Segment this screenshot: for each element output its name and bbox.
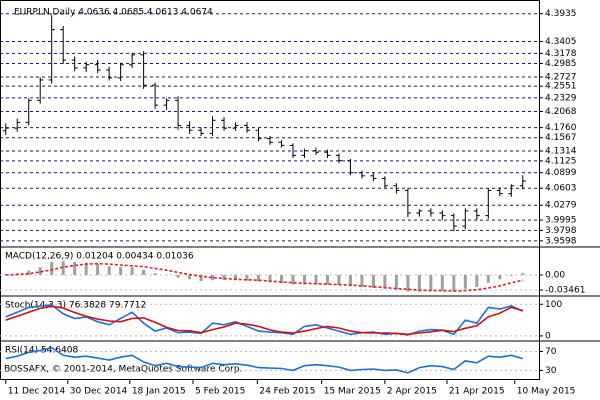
histogram-bar bbox=[165, 274, 169, 276]
panel-title: EURPLN,Daily 4.0636 4.0685 4.0613 4.0674 bbox=[14, 8, 213, 18]
histogram-bar bbox=[245, 274, 249, 281]
x-tick-label: 30 Dec 2014 bbox=[70, 387, 128, 397]
y-tick-label: 70 bbox=[545, 347, 557, 357]
y-tick-label: 4.1125 bbox=[545, 156, 577, 166]
y-tick-label: 0.00 bbox=[545, 270, 565, 280]
histogram-bar bbox=[348, 274, 352, 287]
histogram-bar bbox=[211, 274, 215, 281]
histogram-bar bbox=[142, 269, 146, 275]
x-tick-label: 5 Feb 2015 bbox=[195, 387, 245, 397]
histogram-bar bbox=[96, 264, 100, 275]
histogram-bar bbox=[84, 262, 88, 275]
histogram-bar bbox=[61, 261, 65, 275]
histogram-bar bbox=[302, 274, 306, 285]
y-tick-label: 30 bbox=[545, 366, 557, 376]
histogram-bar bbox=[509, 274, 513, 276]
histogram-bar bbox=[337, 274, 341, 285]
panel-title: Stoch(14,3,3) 76.3828 79.7712 bbox=[5, 301, 146, 311]
histogram-bar bbox=[176, 274, 180, 278]
histogram-bar bbox=[475, 274, 479, 288]
panel-title: MACD(12,26,9) 0.01204 0.00434 0.01036 bbox=[5, 252, 194, 262]
x-tick-label: 18 Jan 2015 bbox=[132, 387, 186, 397]
y-tick-label: 4.3405 bbox=[545, 37, 577, 47]
copyright: BOSSAFX, © 2001-2014, MetaQuotes Softwar… bbox=[4, 365, 242, 375]
y-tick-label: 4.2551 bbox=[545, 82, 577, 92]
histogram-bar bbox=[222, 274, 226, 281]
histogram-bar bbox=[153, 273, 157, 275]
y-tick-label: 3.9798 bbox=[545, 226, 577, 236]
histogram-bar bbox=[188, 274, 192, 280]
frame bbox=[0, 0, 540, 380]
y-tick-label: 4.2329 bbox=[545, 93, 577, 103]
histogram-bar bbox=[463, 274, 467, 289]
histogram-bar bbox=[199, 274, 203, 282]
histogram-bar bbox=[486, 274, 490, 283]
histogram-bar bbox=[440, 274, 444, 291]
histogram-bar bbox=[452, 274, 456, 292]
x-tick-label: 2 Apr 2015 bbox=[387, 387, 437, 397]
histogram-bar bbox=[268, 274, 272, 283]
histogram-bar bbox=[498, 274, 502, 280]
x-tick-label: 10 May 2015 bbox=[517, 387, 576, 397]
histogram-bar bbox=[394, 274, 398, 290]
y-tick-label: 4.3178 bbox=[545, 49, 577, 59]
histogram-bar bbox=[279, 274, 283, 284]
y-tick-label: 4.0899 bbox=[545, 168, 577, 178]
histogram-bar bbox=[371, 274, 375, 289]
histogram-bar bbox=[406, 274, 410, 292]
histogram-bar bbox=[119, 267, 123, 275]
histogram-bar bbox=[73, 261, 77, 275]
histogram-bar bbox=[107, 266, 111, 275]
histogram-bar bbox=[360, 274, 364, 288]
x-tick-label: 11 Dec 2014 bbox=[8, 387, 66, 397]
histogram-bar bbox=[291, 274, 295, 285]
y-tick-label: 3.9598 bbox=[545, 236, 577, 246]
y-tick-label: 4.1760 bbox=[545, 123, 577, 133]
histogram-bar bbox=[38, 267, 42, 275]
histogram-bar bbox=[417, 274, 421, 292]
y-tick-label: 4.0279 bbox=[545, 201, 577, 211]
y-tick-label: 4.0603 bbox=[545, 184, 577, 194]
histogram-bar bbox=[383, 274, 387, 289]
histogram-bar bbox=[27, 270, 31, 275]
y-tick-label: 4.2727 bbox=[545, 72, 577, 82]
y-tick-label: -0.03461 bbox=[545, 286, 585, 296]
y-tick-label: 4.3935 bbox=[545, 9, 577, 19]
histogram-bar bbox=[429, 274, 433, 292]
y-tick-label: 3.9995 bbox=[545, 216, 577, 226]
histogram-bar bbox=[314, 274, 318, 285]
y-tick-label: 4.2985 bbox=[545, 59, 577, 69]
indicator-line bbox=[5, 346, 524, 374]
histogram-bar bbox=[325, 274, 329, 285]
histogram-bar bbox=[50, 261, 54, 275]
y-tick-label: 100 bbox=[545, 300, 562, 310]
histogram-bar bbox=[257, 274, 261, 282]
histogram-bar bbox=[521, 273, 525, 275]
histogram-bar bbox=[130, 267, 134, 275]
y-tick-label: 4.2068 bbox=[545, 107, 577, 117]
indicator-line bbox=[5, 304, 524, 336]
x-tick-label: 21 Apr 2015 bbox=[449, 387, 505, 397]
indicator-line bbox=[5, 262, 523, 292]
x-tick-label: 15 Mar 2015 bbox=[324, 387, 381, 397]
y-tick-label: 4.1567 bbox=[545, 133, 577, 143]
y-tick-label: 0 bbox=[545, 331, 551, 341]
x-tick-label: 24 Feb 2015 bbox=[259, 387, 315, 397]
indicator-line bbox=[5, 305, 524, 336]
histogram-bar bbox=[234, 274, 238, 281]
y-tick-label: 4.1314 bbox=[545, 146, 577, 156]
